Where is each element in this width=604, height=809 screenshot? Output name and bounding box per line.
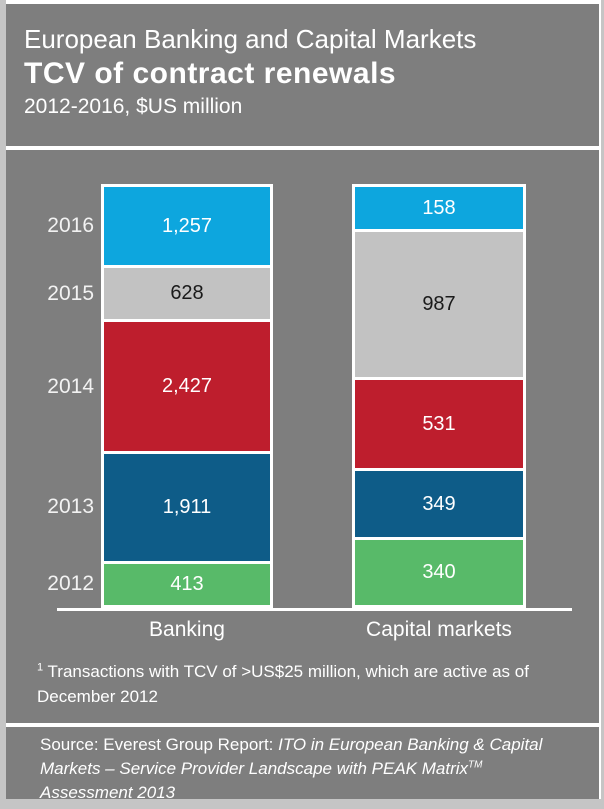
segment-value-label: 158 [422,196,456,219]
segment-value-label: 1,257 [161,214,213,237]
segment-value-label: 413 [170,572,204,595]
year-axis-cell: 2012 [6,563,94,605]
segment-value-label: 340 [422,561,456,584]
bar-banking: 1,257 628 2,427 1,911 413 [101,184,273,608]
chart-header: European Banking and Capital Markets TCV… [6,4,599,146]
year-label-2014: 2014 [47,374,94,398]
source-note: Source: Everest Group Report: ITO in Eur… [6,727,599,799]
segment-value-label: 628 [170,281,204,304]
footnote: 1 Transactions with TCV of >US$25 millio… [37,660,559,709]
segment-value-label: 2,427 [161,374,213,397]
chart-subtitle: 2012-2016, $US million [24,94,243,118]
segment-value-label: 987 [422,293,456,316]
category-label-capital-markets: Capital markets [366,618,512,641]
footnote-marker: 1 [37,661,44,674]
segment-2012-capital-markets: 340 [355,540,523,605]
source-divider-line [6,723,599,727]
footnote-text: Transactions with TCV of >US$25 million,… [37,662,529,706]
chart-supertitle: European Banking and Capital Markets [24,24,477,54]
segment-value-label: 1,911 [162,495,212,518]
year-axis-cell: 2014 [6,322,94,451]
year-axis: 2016 2015 2014 2013 2012 [6,184,94,608]
segment-2013-capital-markets: 349 [355,471,523,538]
year-label-2012: 2012 [47,572,94,596]
year-axis-cell: 2016 [6,187,94,265]
year-label-2013: 2013 [47,495,94,518]
chart-title: TCV of contract renewals [24,57,397,91]
bar-capital-markets: 158 987 531 349 340 [352,184,526,608]
year-label-2015: 2015 [47,281,94,305]
chart-area: 2016 2015 2014 2013 2012 1,257 628 2,427 1,911 4… [6,150,599,723]
source-report-tail: Assessment 2013 [40,782,176,799]
trademark-superscript: TM [468,759,483,771]
plot-area: 2016 2015 2014 2013 2012 1,257 628 2,427 1,911 4… [6,184,599,641]
segment-2015-banking: 628 [104,268,270,319]
year-axis-cell: 2015 [6,268,94,319]
segment-value-label: 531 [422,412,456,435]
source-report-title: ITO in European Banking & Capital Market… [40,735,543,778]
year-axis-cell: 2013 [6,454,94,560]
segment-2014-capital-markets: 531 [355,379,523,469]
header-divider-line [6,146,599,150]
slide-panel: European Banking and Capital Markets TCV… [6,0,601,799]
segment-value-label: 349 [422,492,456,515]
segment-2012-banking: 413 [104,563,270,605]
segment-2016-banking: 1,257 [104,187,270,266]
x-axis-line [57,608,572,611]
segment-2014-banking: 2,427 [104,321,270,452]
category-label-banking: Banking [149,618,225,641]
segment-2016-capital-markets: 158 [355,187,523,230]
source-prefix: Source: Everest Group Report: [40,735,279,754]
segment-2015-capital-markets: 987 [355,232,523,377]
segment-2013-banking: 1,911 [104,454,270,561]
year-label-2016: 2016 [47,214,94,238]
